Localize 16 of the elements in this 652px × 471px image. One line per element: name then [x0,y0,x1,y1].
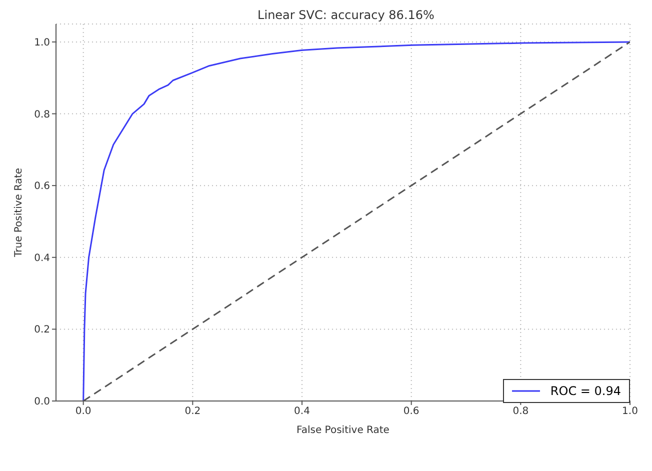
y-tick-label: 1.0 [34,38,50,48]
x-tick-label: 0.0 [75,406,92,418]
x-axis-title: False Positive Rate [296,425,390,436]
x-tick-label: 0.4 [294,406,310,418]
y-tick-label: 0.8 [34,109,50,120]
legend-label: ROC = 0.94 [550,384,621,398]
x-tick-label: 0.6 [403,406,420,418]
y-tick-label: 0.6 [34,181,50,192]
x-tick-label: 0.8 [512,406,529,418]
y-axis-title: True Positive Rate [14,168,25,258]
y-tick-label: 0.0 [34,396,50,408]
y-tick-label: 0.2 [34,324,50,336]
x-tick-label: 0.2 [184,406,201,418]
y-tick-label: 0.4 [34,252,50,264]
x-tick-label: 1.0 [622,406,638,418]
chart-title: Linear SVC: accuracy 86.16% [256,8,436,22]
